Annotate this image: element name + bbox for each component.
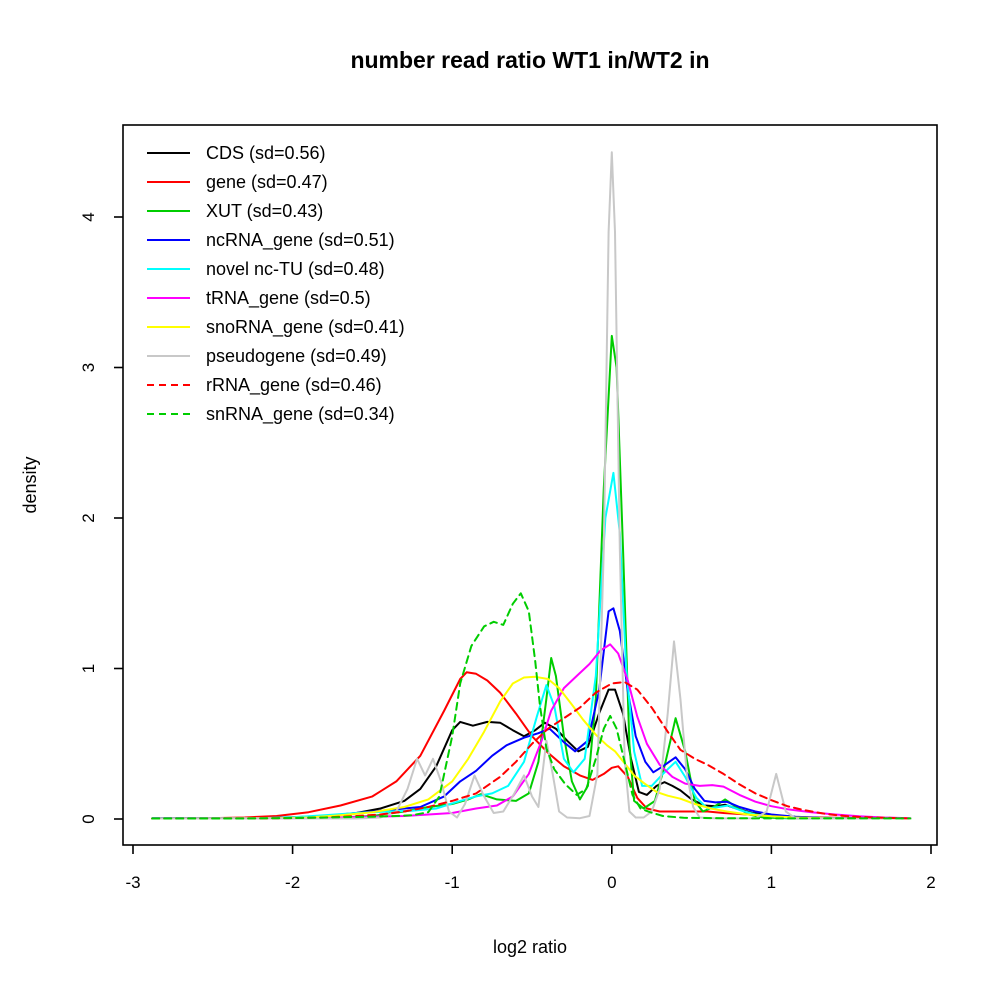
y-tick-label: 4 <box>79 212 98 221</box>
legend: CDS (sd=0.56) gene (sd=0.47) XUT (sd=0.43)… <box>147 143 405 425</box>
legend-label: snoRNA_gene (sd=0.41) <box>206 317 405 338</box>
plot-box <box>122 124 938 846</box>
legend-label: XUT (sd=0.43) <box>206 201 323 221</box>
x-tick-label: 2 <box>926 873 935 892</box>
legend-item-snoRNA_gene: snoRNA_gene (sd=0.41) <box>147 317 405 338</box>
legend-label: snRNA_gene (sd=0.34) <box>206 404 395 425</box>
chart-title: number read ratio WT1 in/WT2 in <box>350 47 709 73</box>
x-tick-label: -1 <box>445 873 460 892</box>
legend-label: tRNA_gene (sd=0.5) <box>206 288 371 309</box>
x-tick-label: -3 <box>125 873 140 892</box>
density-curve-rRNA_gene <box>151 681 912 820</box>
legend-label: novel nc-TU (sd=0.48) <box>206 259 385 279</box>
legend-item-pseudogene: pseudogene (sd=0.49) <box>147 346 387 366</box>
curves-group <box>151 151 912 820</box>
y-tick-label: 0 <box>79 814 98 823</box>
y-tick-label: 2 <box>79 513 98 522</box>
density-curve-snoRNA_gene <box>151 675 912 820</box>
legend-item-gene: gene (sd=0.47) <box>147 172 328 192</box>
legend-item-XUT: XUT (sd=0.43) <box>147 201 323 221</box>
x-tick-label: 1 <box>767 873 776 892</box>
legend-label: gene (sd=0.47) <box>206 172 328 192</box>
legend-item-ncRNA_gene: ncRNA_gene (sd=0.51) <box>147 230 395 251</box>
legend-item-rRNA_gene: rRNA_gene (sd=0.46) <box>147 375 382 396</box>
legend-label: CDS (sd=0.56) <box>206 143 326 163</box>
legend-item-novel-nc-TU: novel nc-TU (sd=0.48) <box>147 259 385 279</box>
density-curve-CDS <box>151 688 912 820</box>
y-axis-label: density <box>20 456 40 513</box>
x-axis-label: log2 ratio <box>493 937 567 957</box>
density-curve-snRNA_gene <box>151 592 912 820</box>
y-tick-label: 3 <box>79 363 98 372</box>
density-curve-ncRNA_gene <box>151 607 912 820</box>
legend-label: rRNA_gene (sd=0.46) <box>206 375 382 396</box>
legend-label: pseudogene (sd=0.49) <box>206 346 387 366</box>
x-tick-label: -2 <box>285 873 300 892</box>
legend-item-CDS: CDS (sd=0.56) <box>147 143 326 163</box>
density-curve-novel-nc-TU <box>151 471 912 820</box>
density-curve-pseudogene <box>151 151 912 820</box>
y-tick-label: 1 <box>79 664 98 673</box>
y-axis: 0 1 2 3 4 <box>79 212 123 824</box>
x-tick-label: 0 <box>607 873 616 892</box>
x-axis: -3 -2 -1 0 1 2 <box>125 845 936 892</box>
legend-item-snRNA_gene: snRNA_gene (sd=0.34) <box>147 404 395 425</box>
legend-label: ncRNA_gene (sd=0.51) <box>206 230 395 251</box>
legend-item-tRNA_gene: tRNA_gene (sd=0.5) <box>147 288 371 309</box>
